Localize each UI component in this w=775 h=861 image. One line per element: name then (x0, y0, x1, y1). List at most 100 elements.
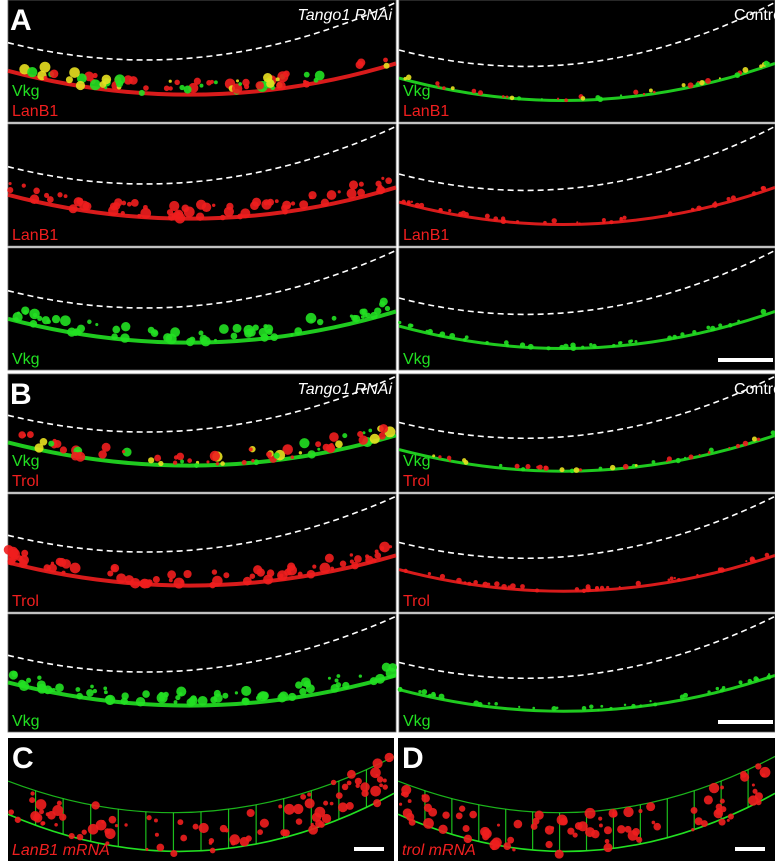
puncta (305, 312, 317, 324)
image-tile (7, 613, 397, 733)
puncta (745, 560, 748, 563)
puncta (742, 67, 749, 73)
puncta (331, 315, 337, 321)
mrna-puncta (329, 801, 334, 806)
mrna-puncta (534, 810, 544, 820)
puncta (467, 581, 472, 586)
mrna-puncta (308, 824, 318, 835)
puncta (556, 97, 560, 100)
puncta (242, 78, 250, 87)
mrna-puncta (335, 792, 343, 800)
puncta (180, 579, 184, 584)
puncta (7, 187, 14, 194)
puncta (421, 689, 428, 695)
puncta (277, 570, 288, 581)
mrna-puncta (105, 841, 110, 846)
puncta (589, 704, 594, 709)
puncta (543, 220, 547, 225)
channel-label: LanB1 (12, 227, 58, 244)
puncta (503, 340, 509, 345)
mrna-puncta (572, 832, 578, 838)
puncta (206, 460, 210, 464)
puncta (383, 57, 388, 63)
puncta (29, 320, 38, 328)
puncta (86, 689, 94, 697)
mrna-puncta (145, 847, 149, 851)
puncta (215, 462, 220, 466)
mrna-puncta (726, 818, 730, 822)
puncta (143, 85, 149, 91)
mrna-puncta (192, 823, 199, 830)
puncta (121, 450, 126, 454)
puncta (520, 584, 525, 589)
mrna-puncta (554, 849, 564, 859)
puncta (576, 221, 579, 224)
puncta (103, 686, 108, 691)
puncta (180, 459, 184, 464)
puncta (8, 670, 18, 680)
mrna-puncta (617, 825, 626, 834)
puncta (183, 569, 192, 579)
puncta (266, 569, 275, 577)
puncta (609, 706, 613, 711)
mrna-puncta (379, 783, 383, 788)
puncta (598, 466, 603, 471)
puncta (48, 563, 57, 573)
puncta (314, 70, 325, 81)
puncta (756, 437, 761, 442)
puncta (39, 61, 51, 73)
puncta (696, 205, 702, 211)
puncta (283, 70, 290, 78)
puncta (174, 79, 180, 86)
puncta (374, 552, 382, 559)
mrna-puncta (608, 808, 618, 818)
image-tile (398, 493, 775, 613)
puncta (111, 565, 117, 572)
puncta (327, 676, 331, 680)
puncta (241, 697, 250, 706)
puncta (173, 455, 179, 460)
puncta (609, 220, 614, 225)
puncta (152, 575, 160, 584)
puncta (230, 332, 238, 340)
puncta (379, 424, 389, 434)
puncta (251, 459, 255, 463)
puncta (365, 555, 374, 565)
puncta (622, 215, 627, 220)
mrna-puncta (559, 817, 568, 826)
puncta (142, 690, 150, 698)
mrna-puncta (341, 783, 349, 791)
puncta (715, 686, 720, 691)
puncta (696, 573, 699, 577)
mrna-puncta (370, 785, 381, 797)
puncta (438, 693, 445, 700)
puncta (487, 218, 490, 221)
puncta (612, 343, 616, 348)
puncta (243, 84, 250, 90)
puncta (75, 80, 86, 91)
puncta (69, 562, 81, 574)
image-tile (398, 373, 775, 493)
puncta (477, 90, 484, 96)
puncta (692, 329, 697, 335)
mrna-puncta (623, 806, 634, 818)
puncta (21, 549, 29, 557)
puncta (515, 220, 520, 224)
mrna-puncta (54, 823, 58, 827)
puncta (275, 77, 280, 82)
puncta (707, 451, 711, 454)
mrna-puncta (14, 816, 21, 823)
puncta (168, 213, 176, 221)
scale-bar (718, 358, 773, 362)
condition-label: Control (734, 381, 775, 398)
puncta (527, 343, 534, 350)
puncta (733, 199, 736, 202)
puncta (65, 76, 73, 84)
mrna-puncta (691, 827, 695, 832)
puncta (597, 709, 600, 712)
image-tile (7, 123, 397, 247)
puncta (721, 686, 726, 690)
puncta (666, 456, 672, 462)
mrna-puncta (300, 793, 307, 800)
puncta (238, 82, 243, 86)
